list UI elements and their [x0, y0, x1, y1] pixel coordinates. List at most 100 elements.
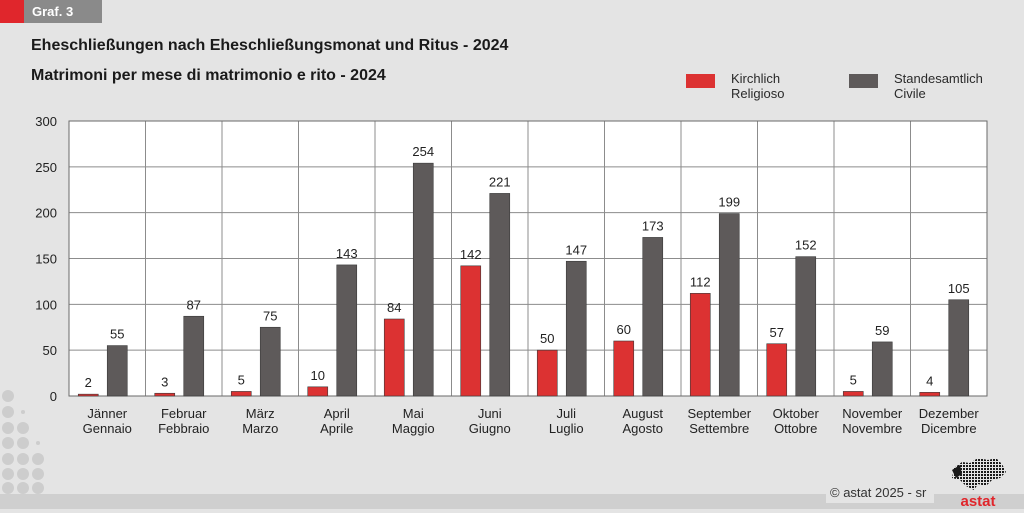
bar-religious: [536, 349, 558, 397]
decor-dot: [2, 422, 14, 434]
data-label: 142: [460, 247, 482, 262]
data-label: 199: [718, 195, 740, 210]
data-label: 112: [690, 274, 711, 289]
legend-item-religious: Kirchlich Religioso: [686, 71, 784, 101]
x-tick-label: Maggio: [392, 421, 435, 436]
x-tick-label: Februar: [161, 406, 207, 421]
decor-dot: [17, 437, 29, 449]
legend-label-it: Religioso: [731, 86, 785, 101]
data-label: 3: [161, 374, 168, 389]
bar-civil: [795, 256, 817, 397]
x-tick-label: Luglio: [549, 421, 584, 436]
decor-dot: [17, 422, 29, 434]
bar-civil: [718, 213, 740, 397]
y-tick-label: 0: [50, 389, 57, 404]
x-tick-label: März: [246, 406, 275, 421]
decor-dot: [17, 453, 29, 465]
data-label: 152: [795, 238, 817, 253]
decor-dot: [17, 468, 29, 480]
bar-religious: [307, 386, 329, 397]
bar-religious: [77, 393, 99, 397]
logo-map-icon: astat: [952, 458, 1006, 510]
x-tick-label: Gennaio: [83, 421, 132, 436]
copyright: © astat 2025 - sr: [826, 485, 935, 503]
data-label: 143: [336, 246, 358, 261]
decor-dot: [36, 441, 40, 445]
decorative-dots: [2, 390, 44, 494]
x-tick-label: Giugno: [469, 421, 511, 436]
x-tick-label: Settembre: [689, 421, 749, 436]
bar-religious: [154, 392, 176, 397]
x-tick-label: Mai: [403, 406, 424, 421]
x-tick-label: Jänner: [87, 406, 127, 421]
bar-religious: [383, 318, 405, 397]
graph-tag: Graf. 3: [24, 0, 102, 23]
y-tick-label: 150: [35, 252, 57, 267]
bar-religious: [919, 392, 941, 397]
bar-civil: [183, 315, 205, 397]
data-label: 75: [263, 308, 277, 323]
plot-frame: [68, 120, 988, 397]
bar-civil: [642, 237, 664, 397]
legend-swatch-civil: [849, 74, 878, 88]
x-tick-label: Dezember: [919, 406, 980, 421]
data-label: 5: [238, 372, 245, 387]
legend-label-de: Standesamtlich: [894, 71, 983, 86]
bar-civil: [871, 341, 893, 397]
bar-religious: [460, 265, 482, 397]
bar-religious: [842, 391, 864, 397]
y-tick-label: 50: [43, 343, 57, 358]
data-label: 173: [642, 218, 664, 233]
y-tick-label: 100: [35, 297, 57, 312]
data-label: 87: [187, 297, 201, 312]
decor-dot: [2, 453, 14, 465]
bar-religious: [613, 340, 635, 397]
bar-religious: [766, 343, 788, 397]
decor-dot: [2, 468, 14, 480]
data-label: 221: [489, 174, 511, 189]
chart-subtitle: Matrimoni per mese di matrimonio e rito …: [31, 67, 386, 84]
bar-civil: [489, 193, 511, 397]
bar-civil: [259, 326, 281, 397]
x-tick-label: Juli: [556, 406, 576, 421]
x-tick-label: Aprile: [320, 421, 353, 436]
chart-title: Eheschließungen nach Eheschließungsmonat…: [31, 37, 509, 54]
x-tick-label: Agosto: [623, 421, 663, 436]
bar-civil: [336, 264, 358, 397]
decor-dot: [2, 437, 14, 449]
data-label: 2: [85, 375, 92, 390]
footer-strip: [0, 494, 1024, 509]
legend-item-civil: Standesamtlich Civile: [849, 71, 983, 101]
y-tick-label: 250: [35, 160, 57, 175]
astat-logo: astat: [948, 450, 1008, 510]
bar-civil: [948, 299, 970, 397]
x-tick-label: Novembre: [842, 421, 902, 436]
decor-dot: [32, 453, 44, 465]
x-tick-label: April: [324, 406, 350, 421]
bar-civil: [565, 260, 587, 397]
x-tick-label: Ottobre: [774, 421, 817, 436]
data-label: 57: [770, 325, 784, 340]
x-tick-label: August: [623, 406, 664, 421]
x-tick-label: Marzo: [242, 421, 278, 436]
data-label: 10: [311, 368, 325, 383]
data-label: 5: [850, 372, 857, 387]
data-label: 50: [540, 331, 554, 346]
x-tick-label: September: [687, 406, 751, 421]
decor-dot: [32, 468, 44, 480]
legend-label-de: Kirchlich: [731, 71, 781, 86]
x-tick-label: Dicembre: [921, 421, 977, 436]
decor-dot: [17, 482, 29, 494]
x-tick-label: Oktober: [773, 406, 820, 421]
x-tick-label: Febbraio: [158, 421, 209, 436]
legend-label-it: Civile: [894, 86, 926, 101]
data-label: 84: [387, 300, 401, 315]
decor-dot: [2, 406, 14, 418]
bar-religious: [689, 293, 711, 397]
logo-text: astat: [960, 493, 995, 508]
data-label: 59: [875, 323, 889, 338]
decor-dot: [2, 390, 14, 402]
data-label: 254: [412, 144, 434, 159]
bar-civil: [106, 345, 128, 397]
bar-civil: [412, 162, 434, 397]
